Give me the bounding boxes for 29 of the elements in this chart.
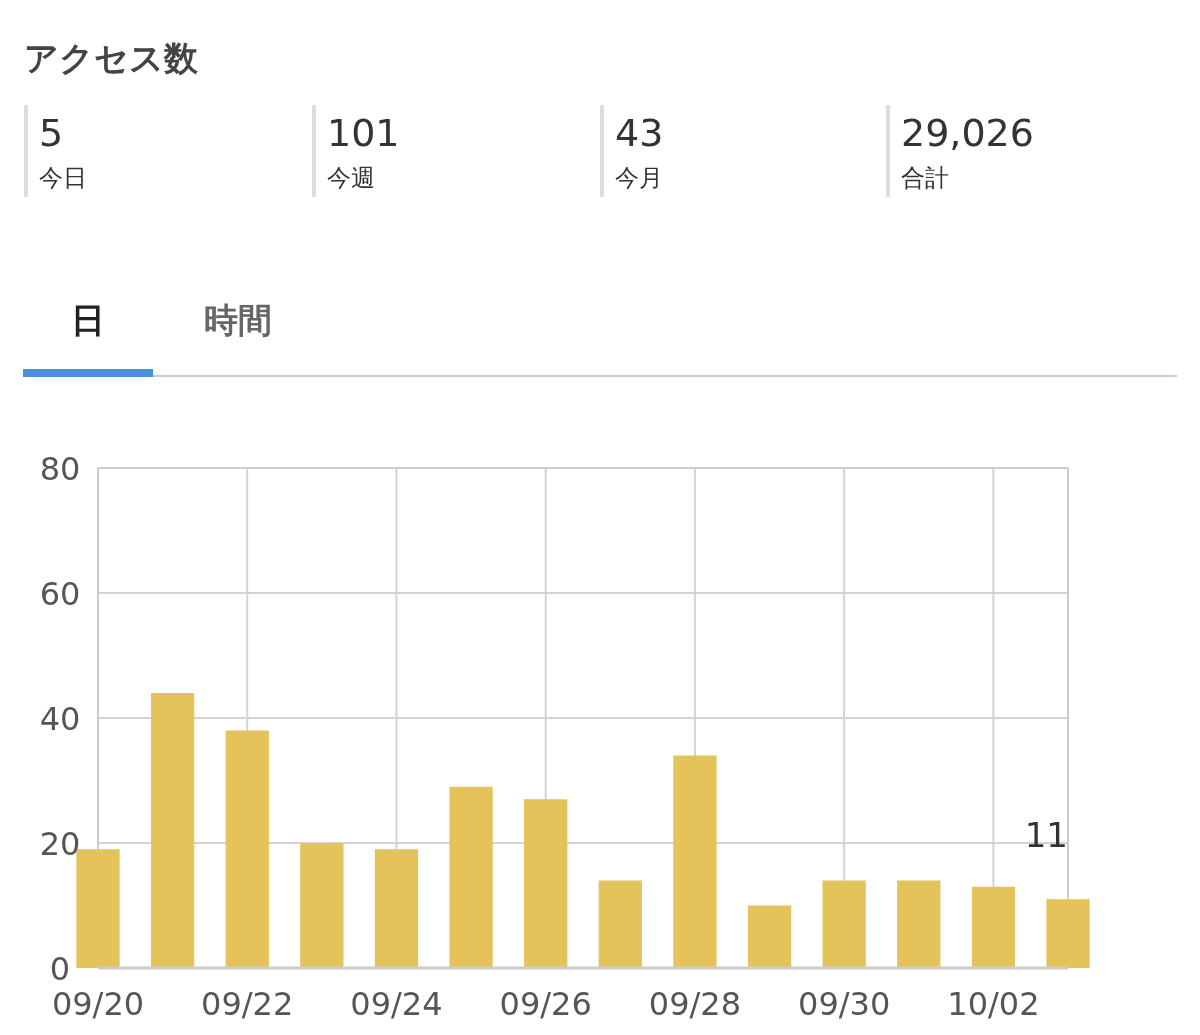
bar: [673, 755, 717, 968]
data-label: 11: [1024, 815, 1068, 856]
bar: [225, 730, 269, 968]
x-tick-label: 09/22: [201, 985, 294, 1023]
x-tick-label: 09/30: [798, 985, 891, 1023]
bar: [300, 843, 344, 968]
x-tick-label: 09/24: [350, 985, 443, 1023]
y-tick-label: 80: [39, 450, 81, 488]
y-tick-label: 0: [49, 950, 71, 988]
text: アクセス数: [24, 38, 199, 78]
bar: [598, 880, 642, 968]
bar: [897, 880, 941, 968]
text: 時間: [204, 300, 272, 340]
bar: [822, 880, 866, 968]
bar: [150, 693, 195, 968]
x-tick-label: 09/28: [648, 985, 742, 1023]
bar: [747, 905, 792, 968]
bar: [971, 886, 1016, 968]
y-tick-label: 60: [39, 575, 81, 613]
x-tick-label: 09/26: [499, 985, 592, 1023]
text: 日: [71, 300, 105, 340]
bar: [1046, 899, 1090, 968]
x-tick-label: 09/20: [51, 985, 145, 1023]
y-tick-label: 20: [39, 825, 81, 863]
bar: [449, 786, 493, 968]
bar: [374, 849, 419, 968]
y-tick-label: 40: [39, 700, 81, 738]
x-tick-label: 10/02: [947, 985, 1040, 1023]
bar: [524, 799, 568, 968]
